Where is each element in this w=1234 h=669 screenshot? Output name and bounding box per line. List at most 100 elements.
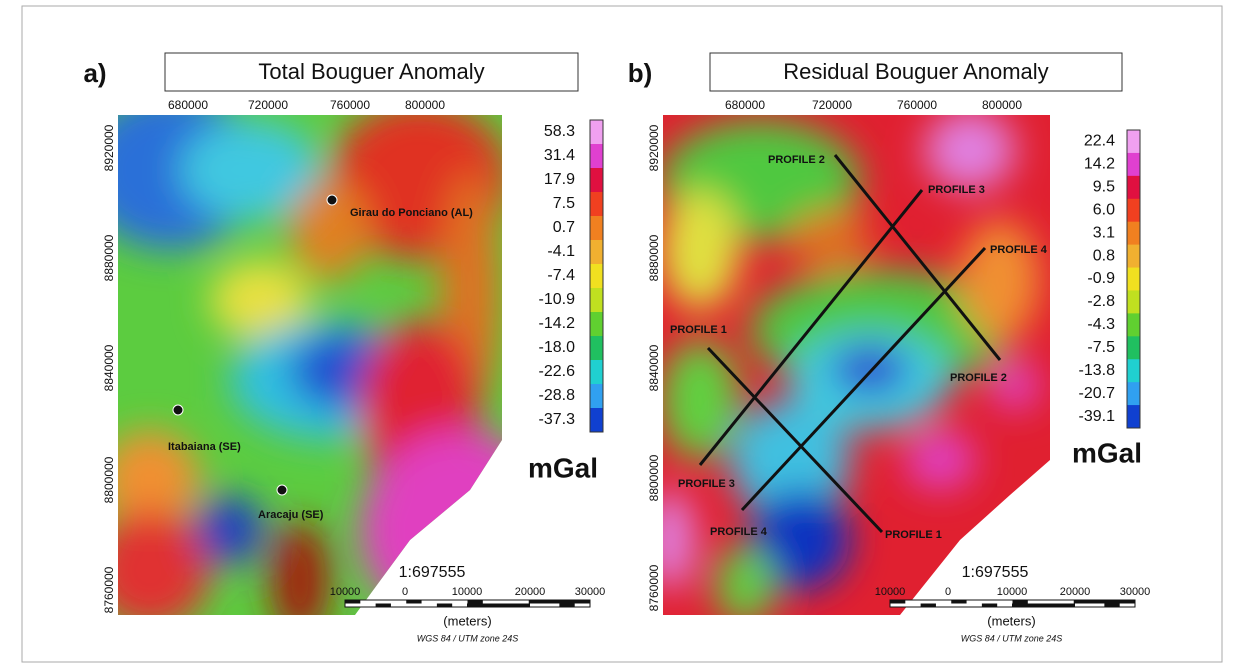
colorbar-label: -20.7 bbox=[1079, 385, 1116, 402]
anomaly-blob bbox=[905, 430, 975, 490]
colorbar-label: -0.9 bbox=[1087, 270, 1115, 287]
colorbar-swatch bbox=[1127, 199, 1140, 222]
profile-label: PROFILE 3 bbox=[678, 478, 735, 490]
colorbar-swatch bbox=[1127, 290, 1140, 313]
colorbar-swatch bbox=[1127, 359, 1140, 382]
profile-label: PROFILE 4 bbox=[990, 244, 1048, 256]
colorbar-swatch bbox=[590, 168, 603, 193]
colorbar-swatch bbox=[590, 336, 603, 361]
x-tick-label: 800000 bbox=[405, 98, 445, 112]
colorbar-swatch bbox=[1127, 268, 1140, 291]
scale-bar-segment bbox=[921, 604, 936, 608]
colorbar-label: -7.4 bbox=[547, 267, 575, 284]
scale-bar-segment bbox=[468, 600, 483, 604]
colorbar-label: 0.7 bbox=[553, 219, 575, 236]
scale-bar-segment bbox=[467, 604, 530, 608]
colorbar-label: 31.4 bbox=[544, 147, 575, 164]
place-label: Aracaju (SE) bbox=[258, 509, 324, 521]
panel-title: Residual Bouguer Anomaly bbox=[783, 59, 1048, 84]
anomaly-blob bbox=[660, 190, 740, 310]
place-marker bbox=[173, 405, 183, 415]
scale-bar-segment bbox=[982, 604, 997, 608]
place-label: Itabaiana (SE) bbox=[168, 441, 241, 453]
anomaly-blob bbox=[195, 495, 265, 565]
colorbar-label: -37.3 bbox=[539, 411, 576, 428]
y-tick-label: 8840000 bbox=[647, 344, 661, 391]
scale-bar-segment bbox=[951, 600, 966, 604]
colorbar-label: -14.2 bbox=[539, 315, 576, 332]
place-marker bbox=[277, 485, 287, 495]
colorbar-label: -7.5 bbox=[1087, 339, 1115, 356]
colorbar-label: 6.0 bbox=[1093, 201, 1115, 218]
colorbar-label: 58.3 bbox=[544, 123, 575, 140]
projection: WGS 84 / UTM zone 24S bbox=[961, 633, 1063, 643]
map-scale: 1:697555 bbox=[962, 564, 1029, 581]
scale-bar-segment bbox=[376, 604, 391, 608]
colorbar-label: 7.5 bbox=[553, 195, 575, 212]
colorbar-label: -13.8 bbox=[1079, 362, 1116, 379]
scale-bar-segment bbox=[406, 600, 421, 604]
colorbar-label: -28.8 bbox=[539, 387, 576, 404]
projection: WGS 84 / UTM zone 24S bbox=[417, 633, 519, 643]
x-tick-label: 680000 bbox=[168, 98, 208, 112]
y-tick-label: 8800000 bbox=[647, 454, 661, 501]
figure: a)Total Bouguer Anomaly68000072000076000… bbox=[0, 0, 1234, 669]
colorbar-swatch bbox=[590, 264, 603, 289]
colorbar-label: 14.2 bbox=[1084, 156, 1115, 173]
anomaly-blob bbox=[790, 210, 870, 270]
scale-bar-label: 0 bbox=[945, 586, 951, 598]
y-tick-label: 8760000 bbox=[647, 564, 661, 611]
profile-label: PROFILE 4 bbox=[710, 526, 768, 538]
anomaly-blob bbox=[270, 520, 330, 640]
scale-bar-segment bbox=[1075, 600, 1135, 604]
colorbar-unit: mGal bbox=[1072, 437, 1142, 468]
colorbar-swatch bbox=[1127, 176, 1140, 199]
scale-bar-unit: (meters) bbox=[443, 613, 491, 628]
y-tick-label: 8880000 bbox=[102, 234, 116, 281]
colorbar-label: -10.9 bbox=[539, 291, 576, 308]
colorbar-label: -39.1 bbox=[1079, 408, 1116, 425]
colorbar-swatch bbox=[1127, 382, 1140, 405]
map bbox=[645, 110, 1050, 625]
place-marker bbox=[327, 195, 337, 205]
scale-bar-segment bbox=[1013, 600, 1028, 604]
colorbar-swatch bbox=[1127, 222, 1140, 245]
x-tick-label: 720000 bbox=[812, 98, 852, 112]
colorbar-swatch bbox=[1127, 245, 1140, 268]
colorbar-label: 3.1 bbox=[1093, 224, 1115, 241]
x-tick-label: 720000 bbox=[248, 98, 288, 112]
profile-label: PROFILE 2 bbox=[950, 372, 1007, 384]
scale-bar-unit: (meters) bbox=[987, 613, 1035, 628]
y-tick-label: 8920000 bbox=[102, 124, 116, 171]
colorbar-label: -22.6 bbox=[539, 363, 576, 380]
y-tick-label: 8920000 bbox=[647, 124, 661, 171]
panel-title: Total Bouguer Anomaly bbox=[258, 59, 484, 84]
colorbar-label: -18.0 bbox=[539, 339, 576, 356]
scale-bar-segment bbox=[890, 600, 905, 604]
colorbar-label: -4.1 bbox=[547, 243, 575, 260]
profile-label: PROFILE 3 bbox=[928, 184, 985, 196]
scale-bar-segment bbox=[1104, 604, 1119, 608]
colorbar-label: 22.4 bbox=[1084, 133, 1115, 150]
colorbar-swatch bbox=[590, 144, 603, 169]
colorbar-swatch bbox=[1127, 313, 1140, 336]
colorbar-swatch bbox=[590, 288, 603, 313]
colorbar-swatch bbox=[590, 216, 603, 241]
profile-label: PROFILE 2 bbox=[768, 154, 825, 166]
colorbar-label: 17.9 bbox=[544, 171, 575, 188]
colorbar-swatch bbox=[590, 312, 603, 337]
panel-label: b) bbox=[628, 58, 653, 88]
place-label: Girau do Ponciano (AL) bbox=[350, 207, 473, 219]
profile-label: PROFILE 1 bbox=[885, 529, 942, 541]
colorbar-swatch bbox=[590, 240, 603, 265]
scale-bar-label: 10000 bbox=[330, 586, 361, 598]
colorbar-label: 0.8 bbox=[1093, 247, 1115, 264]
scale-bar-label: 10000 bbox=[997, 586, 1028, 598]
scale-bar-label: 20000 bbox=[1060, 586, 1091, 598]
map bbox=[80, 90, 560, 640]
colorbar-label: 9.5 bbox=[1093, 179, 1115, 196]
colorbar-swatch bbox=[590, 120, 603, 145]
x-tick-label: 760000 bbox=[897, 98, 937, 112]
colorbar-swatch bbox=[1127, 153, 1140, 176]
colorbar-label: -2.8 bbox=[1087, 293, 1115, 310]
